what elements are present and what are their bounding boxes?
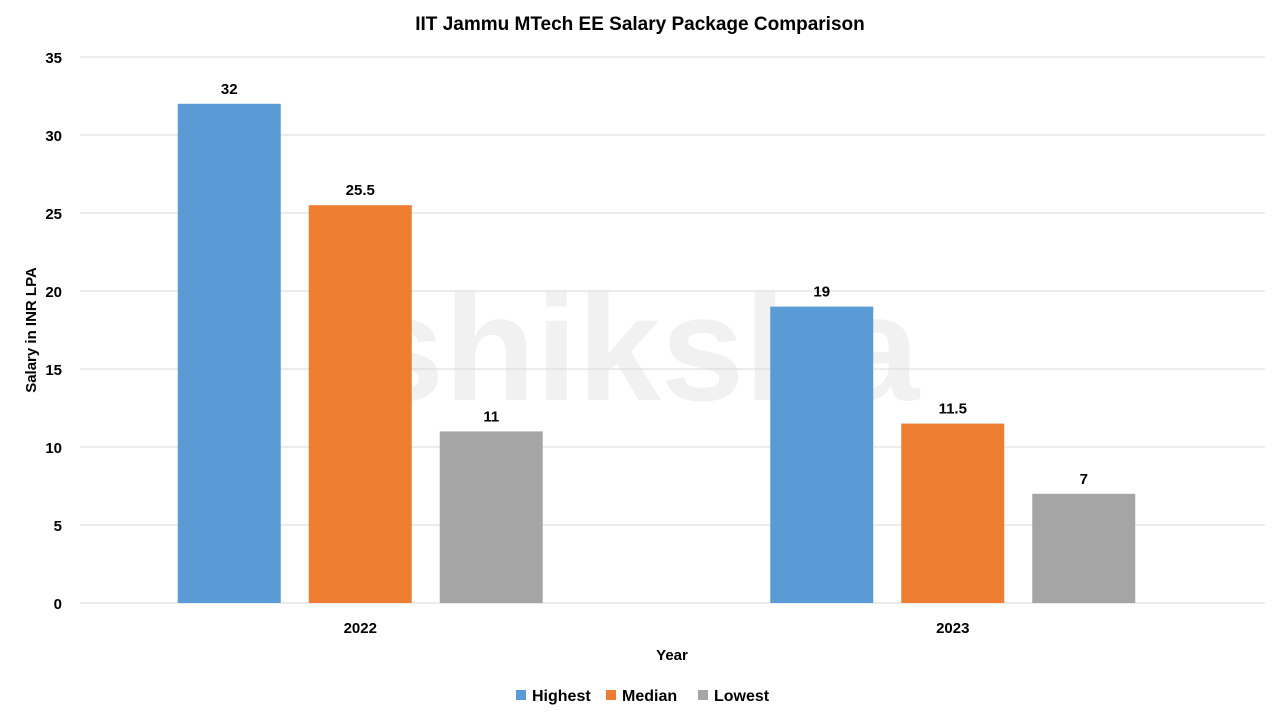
y-tick-label: 10 — [45, 440, 62, 457]
data-label: 11.5 — [939, 401, 967, 418]
y-tick-label: 5 — [54, 518, 62, 535]
x-tick-label: 2022 — [344, 620, 377, 637]
data-label: 25.5 — [346, 182, 375, 199]
y-tick-label: 15 — [45, 362, 62, 379]
bar-median-2022 — [308, 205, 412, 603]
y-tick-label: 30 — [45, 128, 62, 145]
y-tick-label: 0 — [54, 596, 62, 613]
y-axis-title: Salary in INR LPA — [23, 267, 40, 393]
legend-label: Median — [622, 688, 677, 705]
legend: Highest Median Lowest — [516, 688, 770, 705]
data-label: 7 — [1080, 471, 1088, 488]
bar-median-2023 — [901, 423, 1005, 603]
bar-lowest-2023 — [1032, 493, 1136, 603]
y-tick-label: 25 — [45, 206, 62, 223]
legend-swatch-median — [606, 690, 616, 700]
y-tick-label: 35 — [45, 50, 62, 67]
bar-lowest-2022 — [439, 431, 543, 603]
legend-label: Lowest — [714, 688, 770, 705]
data-label: 11 — [483, 408, 499, 425]
data-label: 19 — [813, 284, 830, 301]
bar-highest-2022 — [177, 103, 281, 604]
legend-label: Highest — [532, 688, 591, 705]
legend-swatch-lowest — [698, 690, 708, 700]
y-tick-label: 20 — [45, 284, 62, 301]
chart-title: IIT Jammu MTech EE Salary Package Compar… — [415, 14, 864, 35]
bar-highest-2023 — [770, 306, 874, 603]
data-label: 32 — [221, 81, 238, 98]
x-tick-label: 2023 — [936, 620, 969, 637]
x-axis-title: Year — [656, 647, 688, 664]
legend-swatch-highest — [516, 690, 526, 700]
